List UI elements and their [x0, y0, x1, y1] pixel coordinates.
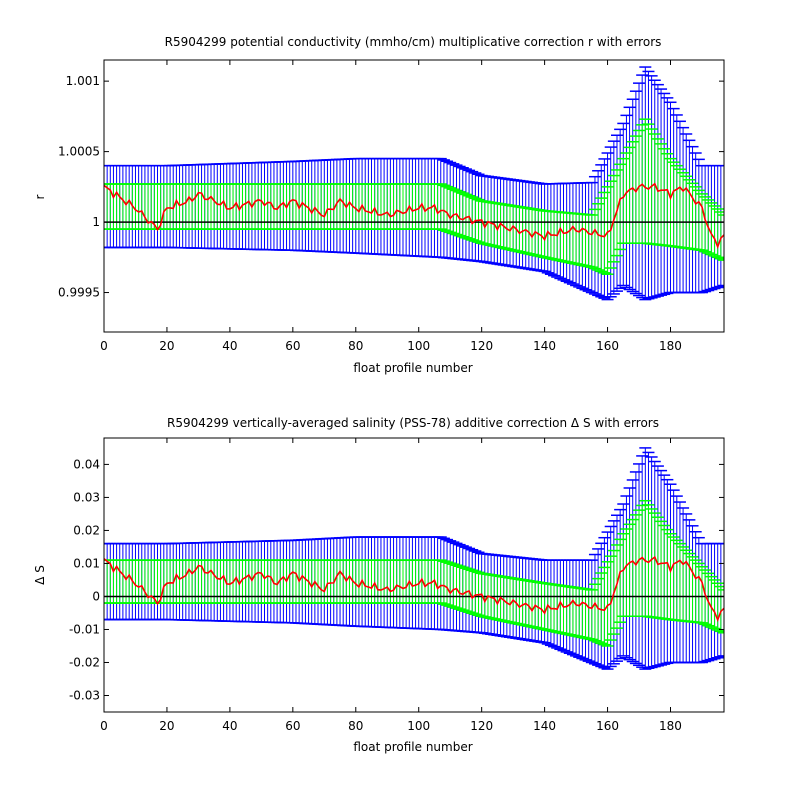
- x-tick-label: 100: [407, 719, 430, 733]
- x-tick-label: 140: [533, 719, 556, 733]
- y-tick-label: 0.03: [73, 490, 100, 504]
- x-tick-label: 40: [222, 339, 237, 353]
- x-tick-label: 160: [596, 719, 619, 733]
- conductivity-correction-chart: R5904299 potential conductivity (mmho/cm…: [33, 35, 725, 375]
- y-axis-label: Δ S: [33, 565, 47, 585]
- x-tick-label: 0: [100, 719, 108, 733]
- y-tick-label: -0.01: [69, 622, 100, 636]
- estimate-line: [104, 555, 724, 623]
- y-tick-label: 1: [92, 215, 100, 229]
- chart-title: R5904299 vertically-averaged salinity (P…: [167, 416, 659, 430]
- plot-content: [104, 66, 724, 301]
- x-axis-label: float profile number: [353, 361, 472, 375]
- x-tick-label: 120: [470, 339, 493, 353]
- y-tick-label: 1.0005: [58, 145, 100, 159]
- x-tick-label: 40: [222, 719, 237, 733]
- x-tick-label: 0: [100, 339, 108, 353]
- y-tick-label: -0.03: [69, 688, 100, 702]
- x-tick-label: 20: [159, 339, 174, 353]
- x-tick-label: 160: [596, 339, 619, 353]
- y-tick-label: 1.001: [66, 74, 100, 88]
- axes-frame: [103, 437, 725, 713]
- x-tick-label: 60: [285, 339, 300, 353]
- y-tick-label: 0.01: [73, 556, 100, 570]
- axes-frame: [103, 59, 725, 333]
- plot-content: [104, 447, 724, 670]
- y-tick-label: 0: [92, 589, 100, 603]
- y-axis-label: r: [33, 194, 47, 199]
- x-tick-label: 80: [348, 339, 363, 353]
- y-tick-label: 0.9995: [58, 286, 100, 300]
- x-tick-label: 140: [533, 339, 556, 353]
- y-tick-label: -0.02: [69, 655, 100, 669]
- x-tick-label: 20: [159, 719, 174, 733]
- x-tick-label: 120: [470, 719, 493, 733]
- chart-title: R5904299 potential conductivity (mmho/cm…: [165, 35, 662, 49]
- x-axis-label: float profile number: [353, 740, 472, 754]
- x-tick-label: 80: [348, 719, 363, 733]
- plot-area: 0 20 40 60 80 100 120 140 160 180 -0.03 -0.02 -0.01 0…: [69, 437, 725, 733]
- x-tick-label: 180: [659, 339, 682, 353]
- y-tick-label: 0.02: [73, 523, 100, 537]
- plot-area: 0 20 40 60 80 100 120 140 160 180 0.9995 1 1.0005 1.0…: [58, 59, 725, 353]
- x-tick-label: 60: [285, 719, 300, 733]
- x-tick-label: 180: [659, 719, 682, 733]
- estimate-line: [104, 182, 724, 250]
- salinity-correction-chart: R5904299 vertically-averaged salinity (P…: [33, 416, 725, 754]
- y-tick-label: 0.04: [73, 457, 100, 471]
- x-tick-label: 100: [407, 339, 430, 353]
